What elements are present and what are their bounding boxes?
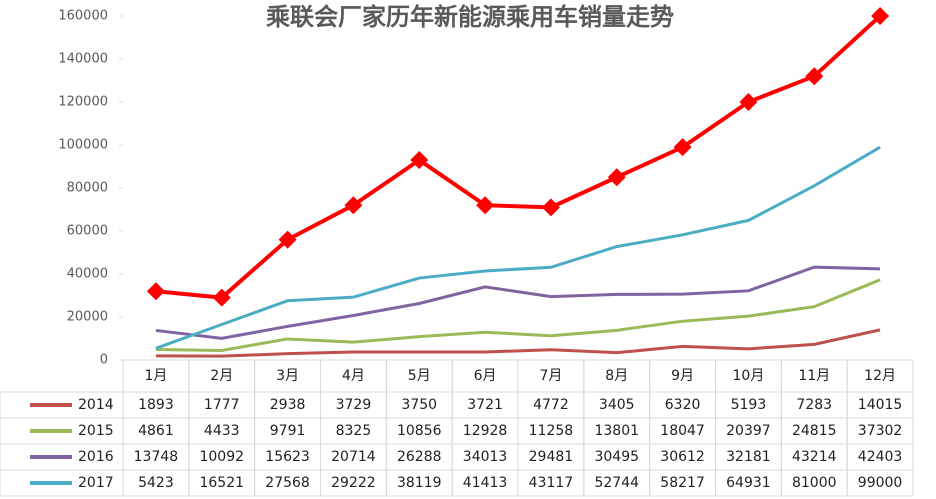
table-value: 1893 <box>138 397 174 413</box>
table-value: 43214 <box>792 449 837 465</box>
y-tick-label: 40000 <box>67 267 108 282</box>
data-marker <box>212 288 231 307</box>
table-value: 6320 <box>665 397 701 413</box>
table-value: 13748 <box>134 449 179 465</box>
table-value: 14015 <box>858 397 903 413</box>
data-marker <box>278 230 297 249</box>
table-value: 30612 <box>660 449 705 465</box>
x-tick-label: 2月 <box>210 368 233 384</box>
table-value: 1777 <box>204 397 240 413</box>
table-value: 4772 <box>533 397 569 413</box>
table-value: 3729 <box>336 397 372 413</box>
data-marker <box>410 151 429 170</box>
table-value: 18047 <box>660 423 705 439</box>
table-value: 37302 <box>858 423 903 439</box>
y-tick-label: 60000 <box>67 224 108 239</box>
legend-label: 2014 <box>78 397 114 413</box>
data-marker <box>476 196 495 215</box>
table-value: 7283 <box>796 397 832 413</box>
table-value: 16521 <box>199 475 244 491</box>
series-line <box>155 328 881 358</box>
table-value: 81000 <box>792 475 837 491</box>
table-value: 29222 <box>331 475 376 491</box>
y-tick-label: 120000 <box>58 95 108 110</box>
table-value: 20397 <box>726 423 771 439</box>
x-tick-label: 11月 <box>798 368 830 384</box>
data-marker <box>344 196 363 215</box>
data-marker <box>739 93 758 111</box>
x-tick-label: 7月 <box>539 368 562 384</box>
table-value: 58217 <box>660 475 705 491</box>
table-value: 11258 <box>529 423 574 439</box>
table-value: 42403 <box>858 449 903 465</box>
table-value: 3750 <box>401 397 437 413</box>
data-marker <box>541 198 560 217</box>
table-value: 8325 <box>336 423 372 439</box>
series-line <box>155 145 881 350</box>
table-value: 20714 <box>331 449 376 465</box>
series-line <box>155 265 881 340</box>
table-value: 15623 <box>265 449 310 465</box>
table-value: 24815 <box>792 423 837 439</box>
table-value: 3721 <box>467 397 503 413</box>
table-value: 9791 <box>270 423 306 439</box>
y-tick-label: 140000 <box>58 52 108 67</box>
table-value: 27568 <box>265 475 310 491</box>
table-value: 13801 <box>594 423 639 439</box>
table-value: 4861 <box>138 423 174 439</box>
legend-label: 2016 <box>78 449 114 465</box>
table-value: 41413 <box>463 475 508 491</box>
series-line <box>155 278 881 352</box>
table-value: 64931 <box>726 475 771 491</box>
data-marker <box>607 168 626 187</box>
table-value: 3405 <box>599 397 635 413</box>
legend-label: 2017 <box>78 475 114 491</box>
table-value: 5423 <box>138 475 174 491</box>
table-value: 10092 <box>199 449 244 465</box>
table-value: 32181 <box>726 449 771 465</box>
x-tick-label: 8月 <box>605 368 628 384</box>
table-value: 29481 <box>529 449 574 465</box>
y-tick-label: 20000 <box>67 310 108 325</box>
table-value: 52744 <box>594 475 639 491</box>
table-value: 5193 <box>731 397 767 413</box>
table-value: 4433 <box>204 423 240 439</box>
table-value: 10856 <box>397 423 442 439</box>
legend-label: 2015 <box>78 423 114 439</box>
table-value: 99000 <box>858 475 903 491</box>
chart-title: 乘联会厂家历年新能源乘用车销量走势 <box>265 3 674 31</box>
x-tick-label: 5月 <box>408 368 431 384</box>
y-tick-label: 160000 <box>58 9 108 24</box>
y-tick-label: 0 <box>100 353 108 368</box>
data-marker <box>146 282 165 301</box>
x-tick-label: 1月 <box>144 368 167 384</box>
table-value: 2938 <box>270 397 306 413</box>
table-value: 34013 <box>463 449 508 465</box>
table-value: 30495 <box>594 449 639 465</box>
table-value: 43117 <box>529 475 574 491</box>
y-tick-label: 80000 <box>67 181 108 196</box>
x-tick-label: 6月 <box>474 368 497 384</box>
data-marker <box>871 7 890 25</box>
table-value: 26288 <box>397 449 442 465</box>
x-tick-label: 3月 <box>276 368 299 384</box>
x-tick-label: 12月 <box>864 368 896 384</box>
y-tick-label: 100000 <box>58 138 108 153</box>
x-tick-label: 4月 <box>342 368 365 384</box>
table-value: 38119 <box>397 475 442 491</box>
data-marker <box>673 138 692 157</box>
series-line <box>155 14 882 300</box>
x-tick-label: 9月 <box>671 368 694 384</box>
table-cell <box>846 469 914 497</box>
data-marker <box>805 67 824 86</box>
table-value: 12928 <box>463 423 508 439</box>
x-tick-label: 10月 <box>733 368 765 384</box>
